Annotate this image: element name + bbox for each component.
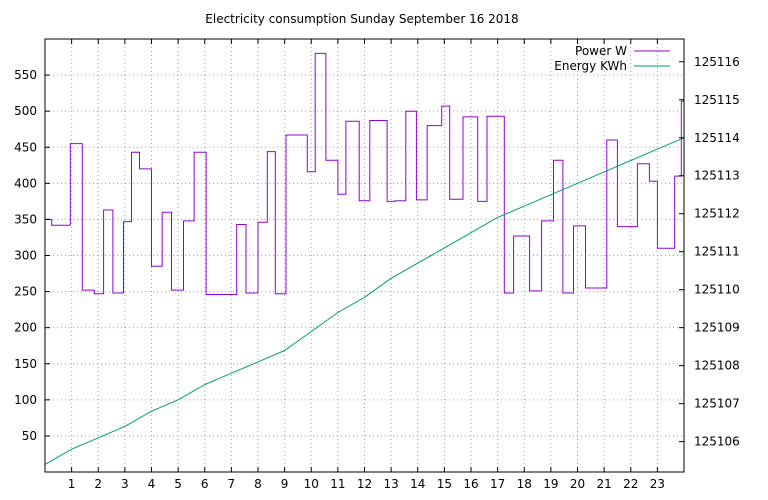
x-tick-label: 10 [304,477,319,491]
y-tick-label: 350 [14,212,37,226]
x-tick-label: 2 [94,477,102,491]
y-tick-label: 400 [14,176,37,190]
y2-tick-label: 125109 [694,321,740,335]
y2-tick-label: 125114 [694,131,740,145]
x-tick-label: 1 [68,477,76,491]
legend-label: Energy KWh [554,59,627,73]
y-tick-label: 50 [22,429,37,443]
y-tick-label: 100 [14,393,37,407]
x-tick-label: 20 [570,477,585,491]
y-tick-label: 450 [14,140,37,154]
x-tick-label: 22 [623,477,638,491]
y2-tick-label: 125110 [694,283,740,297]
series-line-energy-kwh [44,137,685,465]
x-tick-label: 17 [490,477,505,491]
x-tick-label: 19 [543,477,558,491]
x-tick-label: 13 [383,477,398,491]
y-tick-label: 200 [14,321,37,335]
y2-tick-label: 125112 [694,207,740,221]
legend-label: Power W [575,44,627,58]
grid-lines [45,39,684,472]
y2-tick-label: 125113 [694,169,740,183]
x-tick-label: 16 [463,477,478,491]
x-tick-label: 23 [650,477,665,491]
series-line-power-w [45,52,684,295]
x-tick-label: 3 [121,477,129,491]
x-tick-label: 7 [228,477,236,491]
y2-tick-label: 125108 [694,359,740,373]
y-tick-label: 500 [14,104,37,118]
x-tick-label: 21 [596,477,611,491]
y2-tick-label: 125116 [694,55,740,69]
chart-title: Electricity consumption Sunday September… [205,12,518,26]
y-tick-label: 300 [14,249,37,263]
axes: 1 2 3 4 5 6 7 8 9 10 11 12 13 14 15 16 17 18 19 20 21 22 23501… [14,38,740,491]
x-tick-label: 18 [517,477,532,491]
y2-tick-label: 125107 [694,397,740,411]
y2-tick-label: 125111 [694,245,740,259]
x-tick-label: 9 [281,477,289,491]
x-tick-label: 4 [148,477,156,491]
y-tick-label: 250 [14,285,37,299]
x-tick-label: 12 [357,477,372,491]
x-tick-label: 5 [174,477,182,491]
x-tick-label: 11 [330,477,345,491]
y2-tick-label: 125115 [694,93,740,107]
x-tick-label: 15 [437,477,452,491]
y-tick-label: 150 [14,357,37,371]
x-tick-label: 14 [410,477,425,491]
x-tick-label: 6 [201,477,209,491]
y-tick-label: 550 [14,68,37,82]
y2-tick-label: 125106 [694,435,740,449]
series-layer [44,52,685,465]
x-tick-label: 8 [254,477,262,491]
